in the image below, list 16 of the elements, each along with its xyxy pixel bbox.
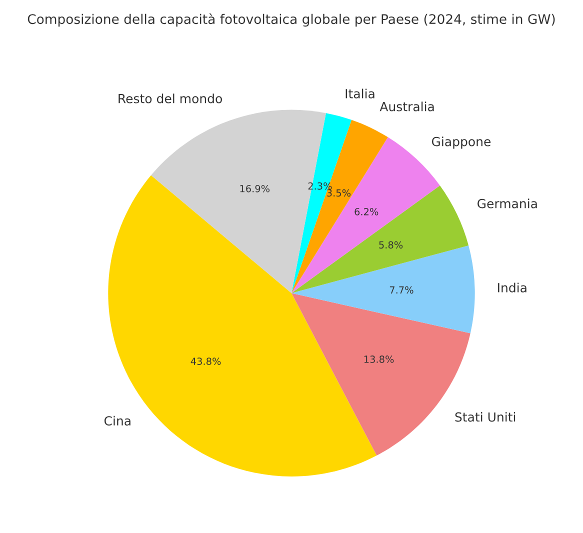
data-label: 5.8% xyxy=(379,241,403,249)
data-label: 7.7% xyxy=(390,286,414,294)
slice-label: India xyxy=(498,282,526,292)
data-label: 16.9% xyxy=(240,184,270,192)
data-label: 3.5% xyxy=(327,189,351,197)
chart-title: Composizione della capacità fotovoltaica globale per Paese (2024, stime in GW) xyxy=(28,13,555,27)
data-label: 6.2% xyxy=(354,208,378,216)
slice-label: Italia xyxy=(346,88,374,98)
slice-label: Cina xyxy=(104,416,130,426)
slice-label: Germania xyxy=(478,198,537,208)
data-label: 13.8% xyxy=(364,356,394,363)
data-label: 43.8% xyxy=(190,358,221,365)
slice-label: Giappone xyxy=(432,136,491,149)
slice-label: Stati Uniti xyxy=(455,412,516,422)
slice-label: Australia xyxy=(380,102,434,112)
slice-label: Resto del mondo xyxy=(118,94,222,104)
